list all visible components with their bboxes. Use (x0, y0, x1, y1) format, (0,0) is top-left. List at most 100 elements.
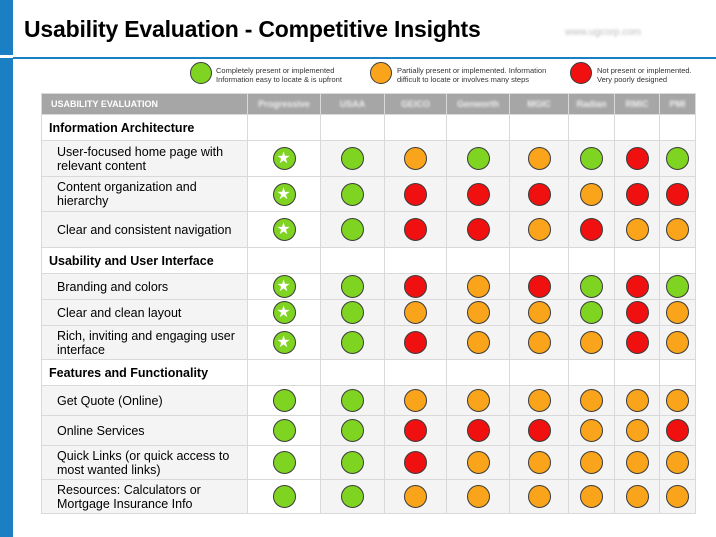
section-filler-cell (384, 114, 447, 141)
rating-cell (509, 273, 569, 300)
legend-red-dot-icon (570, 62, 592, 84)
section-filler-cell (247, 359, 321, 386)
orange-rating-icon (666, 389, 689, 412)
criterion-label: Branding and colors (41, 273, 248, 300)
red-rating-icon (404, 275, 427, 298)
orange-rating-icon (666, 485, 689, 508)
rating-cell (384, 445, 447, 480)
rating-cell (568, 176, 615, 212)
criterion-label: Clear and consistent navigation (41, 211, 248, 248)
rating-cell (509, 176, 569, 212)
competitor-name: Genworth (457, 99, 499, 109)
section-row: Features and Functionality (41, 359, 696, 386)
orange-rating-icon (527, 331, 551, 354)
red-rating-icon (666, 182, 689, 206)
star-rating-icon: ★ (272, 218, 296, 241)
header-competitor: USAA (320, 93, 385, 115)
legend-orange-dot-icon (370, 62, 392, 84)
legend-green-text: Completely present or implemented Inform… (216, 66, 342, 84)
star-icon: ★ (276, 302, 291, 321)
header-competitor: GEICO (384, 93, 447, 115)
red-rating-icon (527, 182, 551, 206)
red-rating-icon (625, 182, 649, 206)
header-label: USABILITY EVALUATION (41, 93, 248, 115)
rating-cell (320, 325, 385, 360)
section-title: Usability and User Interface (41, 247, 248, 274)
rating-cell (320, 479, 385, 514)
rating-cell (446, 273, 510, 300)
rating-cell (446, 325, 510, 360)
star-rating-icon: ★ (272, 147, 296, 170)
section-filler-cell (614, 247, 660, 274)
competitor-name: Radian (576, 99, 607, 109)
rating-cell (320, 273, 385, 300)
section-filler-cell (659, 114, 696, 141)
orange-rating-icon (625, 419, 649, 442)
rating-cell (384, 273, 447, 300)
header-competitor: Genworth (446, 93, 510, 115)
star-rating-icon: ★ (272, 275, 296, 298)
legend-orange-text: Partially present or implemented. Inform… (397, 66, 547, 84)
red-rating-icon (580, 218, 603, 241)
orange-rating-icon (466, 485, 490, 508)
section-filler-cell (568, 359, 615, 386)
rating-cell: ★ (247, 176, 321, 212)
rating-cell (614, 211, 660, 248)
rating-cell (509, 325, 569, 360)
rating-cell (568, 385, 615, 416)
rating-cell (659, 140, 696, 177)
rating-cell (247, 415, 321, 446)
competitor-name: USAA (339, 99, 366, 109)
star-rating-icon: ★ (272, 182, 296, 206)
competitor-name: MGIC (527, 99, 551, 109)
orange-rating-icon (527, 218, 551, 241)
green-rating-icon (341, 147, 364, 170)
rating-cell (568, 479, 615, 514)
rating-cell (568, 415, 615, 446)
section-filler-cell (614, 359, 660, 386)
rating-cell (614, 445, 660, 480)
star-icon: ★ (276, 276, 291, 295)
rating-cell (568, 325, 615, 360)
orange-rating-icon (580, 419, 603, 442)
rating-cell (614, 325, 660, 360)
rating-cell (509, 415, 569, 446)
red-rating-icon (466, 218, 490, 241)
header-competitor: PMI (659, 93, 696, 115)
star-rating-icon: ★ (272, 331, 296, 354)
rating-cell (659, 273, 696, 300)
green-rating-icon (580, 147, 603, 170)
section-filler-cell (320, 359, 385, 386)
legend-green-dot-icon (190, 62, 212, 84)
orange-rating-icon (527, 451, 551, 474)
green-rating-icon (272, 451, 296, 474)
green-rating-icon (666, 147, 689, 170)
section-filler-cell (384, 247, 447, 274)
rating-cell (384, 299, 447, 326)
rating-cell (384, 385, 447, 416)
orange-rating-icon (404, 389, 427, 412)
star-icon: ★ (276, 332, 291, 351)
red-rating-icon (625, 275, 649, 298)
section-filler-cell (320, 114, 385, 141)
rating-cell (568, 299, 615, 326)
section-filler-cell (568, 247, 615, 274)
rating-cell: ★ (247, 325, 321, 360)
table-row: Resources: Calculators or Mortgage Insur… (41, 479, 696, 514)
section-filler-cell (446, 114, 510, 141)
table-row: Branding and colors ★ (41, 273, 696, 300)
competitor-name: GEICO (400, 99, 430, 109)
rating-cell: ★ (247, 140, 321, 177)
header-competitor: MGIC (509, 93, 569, 115)
green-rating-icon (341, 301, 364, 324)
rating-cell (659, 325, 696, 360)
section-title: Features and Functionality (41, 359, 248, 386)
rating-cell (659, 415, 696, 446)
rating-cell (659, 211, 696, 248)
orange-rating-icon (666, 301, 689, 324)
section-row: Information Architecture (41, 114, 696, 141)
criterion-label: User-focused home page with relevant con… (41, 140, 248, 177)
rating-cell: ★ (247, 273, 321, 300)
criterion-label: Resources: Calculators or Mortgage Insur… (41, 479, 248, 514)
rating-cell (446, 211, 510, 248)
